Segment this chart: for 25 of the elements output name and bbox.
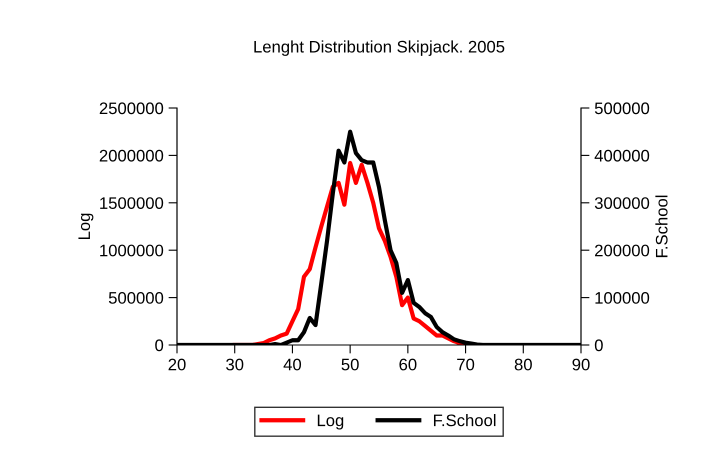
y-tick-label: 2500000 (100, 102, 164, 114)
y2-tick-label: 400000 (594, 150, 650, 162)
x-tick-label: 20 (168, 358, 186, 370)
y2-tick-label: 0 (594, 339, 603, 352)
y2-tick-label: 300000 (594, 197, 650, 210)
x-tick-label: 30 (226, 358, 244, 370)
y-tick-label: 2000000 (100, 150, 164, 162)
x-tick-label: 90 (572, 358, 590, 370)
y-tick-label: 0 (155, 339, 164, 352)
y2-tick-label: 200000 (595, 244, 650, 256)
y2-tick-label: 100000 (595, 292, 650, 304)
y2-tick-label: 500000 (594, 102, 650, 114)
y-axis-title: Log (78, 214, 94, 240)
y-tick-label: 500000 (108, 292, 164, 304)
legend-label: F.School (434, 414, 496, 426)
y2-axis-title: F.School (655, 196, 668, 258)
x-tick-label: 80 (514, 358, 532, 370)
chart-title: Lenght Distribution Skipjack. 2005 (254, 40, 504, 56)
x-tick-label: 60 (399, 358, 416, 370)
x-tick-label: 40 (284, 358, 302, 370)
legend-label: Log (318, 414, 344, 430)
x-tick-label: 70 (457, 358, 474, 370)
y-tick-label: 1000000 (100, 244, 164, 256)
x-tick-label: 50 (342, 358, 359, 370)
y-tick-label: 1500000 (100, 197, 164, 210)
